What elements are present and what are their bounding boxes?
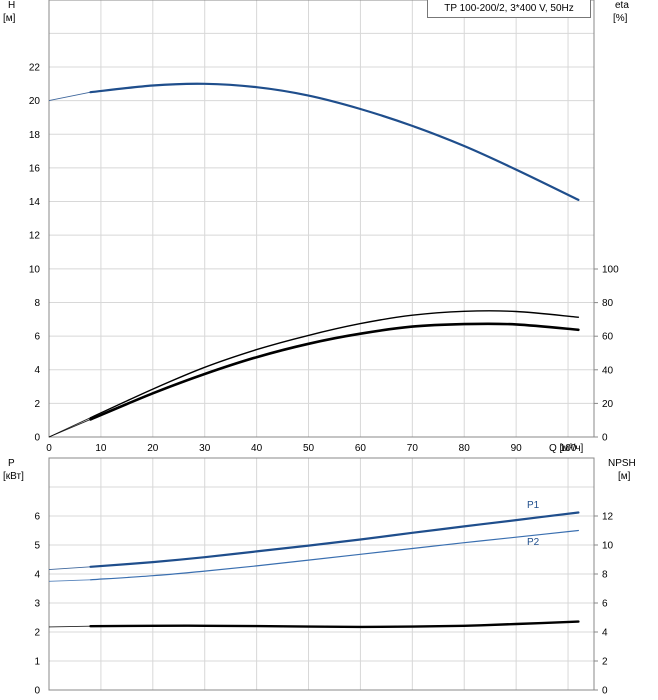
top-left-axis-label: H (8, 0, 15, 11)
x-tick-label: 60 (355, 443, 367, 454)
y-left-tick-label: 12 (29, 231, 41, 242)
y-left-tick-label: 2 (34, 399, 40, 410)
y-left-tick-label: 6 (34, 512, 40, 523)
plot-frames (48, 0, 595, 691)
y-left-tick-label: 0 (34, 433, 40, 444)
tick-labels: 0 10 20 30 40 50 60 70 80 90 100024681012141618202… (29, 63, 619, 697)
y-right-tick-label: 80 (602, 298, 614, 309)
bottom-right-axis-label: NPSH (608, 458, 636, 469)
curve-extension (48, 566, 91, 571)
curve-extension (48, 91, 91, 102)
top-right-axis-unit: [%] (613, 13, 628, 24)
y-left-tick-label: 16 (29, 163, 41, 174)
curves (48, 82, 580, 629)
series-p2 (89, 529, 579, 581)
y-right-tick-label: 2 (602, 657, 608, 668)
y-right-tick-label: 8 (602, 570, 608, 581)
y-left-tick-label: 18 (29, 130, 41, 141)
curve-extension (48, 625, 91, 628)
x-tick-label: 70 (407, 443, 419, 454)
x-tick-label: 40 (251, 443, 263, 454)
top-right-axis-label: eta (615, 0, 629, 11)
y-left-tick-label: 14 (29, 197, 41, 208)
y-left-tick-label: 6 (34, 332, 40, 343)
curve-extension (48, 579, 91, 582)
x-axis-label: Q [м³/ч] (549, 443, 584, 454)
y-right-tick-label: 4 (602, 628, 608, 639)
series-label-p2: P2 (527, 537, 540, 548)
y-right-tick-label: 6 (602, 599, 608, 610)
y-left-tick-label: 4 (34, 365, 40, 376)
x-tick-label: 50 (303, 443, 315, 454)
y-left-tick-label: 22 (29, 63, 41, 74)
y-right-tick-label: 40 (602, 365, 614, 376)
series-curve-0-1 (89, 310, 580, 419)
bottom-left-axis-unit: [кВт] (3, 471, 24, 482)
y-right-tick-label: 20 (602, 399, 614, 410)
series-curve-0-2 (89, 322, 580, 421)
x-tick-label: 100 (560, 443, 577, 454)
x-tick-label: 30 (199, 443, 211, 454)
grid (49, 0, 598, 691)
series-curve-0-0 (89, 82, 580, 201)
y-right-tick-label: 0 (602, 433, 608, 444)
y-left-tick-label: 5 (34, 541, 40, 552)
y-right-tick-label: 0 (602, 686, 608, 697)
y-left-tick-label: 0 (34, 686, 40, 697)
y-left-tick-label: 10 (29, 264, 41, 275)
bottom-left-axis-label: P (8, 458, 15, 469)
x-tick-label: 10 (95, 443, 107, 454)
y-left-tick-label: 1 (34, 657, 40, 668)
x-tick-label: 80 (459, 443, 471, 454)
y-left-tick-label: 2 (34, 628, 40, 639)
y-left-tick-label: 3 (34, 599, 40, 610)
x-tick-label: 20 (147, 443, 159, 454)
series-p1 (89, 511, 580, 568)
y-right-tick-label: 10 (602, 541, 614, 552)
curve-extension (48, 418, 91, 438)
top-plot-frame (48, 0, 595, 438)
y-left-tick-label: 20 (29, 96, 41, 107)
y-right-tick-label: 12 (602, 512, 614, 523)
series-label-p1: P1 (527, 500, 540, 511)
series-curve-1-2 (89, 620, 580, 629)
x-tick-label: 90 (511, 443, 523, 454)
chart-title: TP 100-200/2, 3*400 V, 50Hz (427, 0, 591, 18)
top-left-axis-unit: [м] (3, 13, 16, 24)
bottom-right-axis-unit: [м] (618, 471, 631, 482)
y-left-tick-label: 4 (34, 570, 40, 581)
y-right-tick-label: 60 (602, 332, 614, 343)
y-left-tick-label: 8 (34, 298, 40, 309)
bottom-plot-frame (48, 457, 595, 691)
x-tick-label: 0 (46, 443, 52, 454)
y-right-tick-label: 100 (602, 265, 619, 276)
